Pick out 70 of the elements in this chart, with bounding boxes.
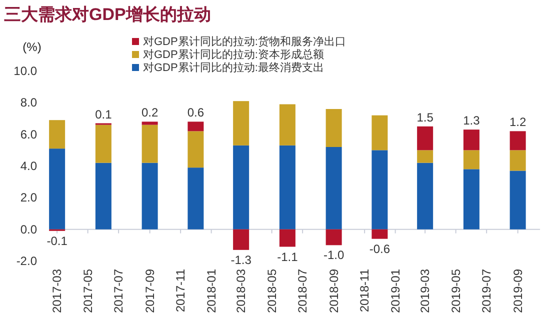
bar [510,170,526,230]
bar [417,150,434,163]
bar [326,229,342,246]
data-label: -1.0 [323,248,344,262]
bar [372,229,388,239]
x-tick-label: 2017-05 [80,268,95,314]
x-tick-label: 2018-07 [296,268,310,314]
data-label: 1.5 [416,110,434,124]
bar [463,130,480,150]
x-tick-label: 2019-07 [480,268,494,314]
y-tick-label: 2.0 [20,190,38,205]
chart-title: 三大需求对GDP增长的拉动 [4,5,211,24]
data-label: -0.6 [369,242,390,256]
y-tick-label: 0.0 [20,222,38,236]
y-axis-title: (%) [22,40,42,54]
bar [279,104,296,146]
y-tick-label: 6.0 [20,127,38,142]
y-tick-label: 10.0 [14,64,38,78]
bar [510,150,526,171]
x-tick-label: 2017-09 [142,268,157,314]
legend-label: 对GDP累计同比的拉动:最终消费支出 [143,61,324,74]
bar [49,148,66,230]
data-label: 1.3 [463,114,480,128]
x-tick-label: 2019-03 [418,268,432,314]
y-tick-label: 8.0 [20,96,38,110]
x-tick-label: 2019-05 [448,268,463,314]
x-tick-label: 2019-09 [510,268,525,314]
x-tick-label: 2018-11 [358,268,372,312]
bar [188,168,204,230]
data-label: 0.2 [141,106,158,120]
bar [142,122,158,125]
bar [463,169,480,230]
bar [326,109,342,147]
legend-label: 对GDP累计同比的拉动:货物和服务净出口 [143,35,346,48]
data-label: 1.2 [509,115,526,130]
data-label: -0.1 [46,234,68,248]
x-tick-label: 2019-01 [388,268,402,314]
x-tick-label: 2018-05 [264,268,279,314]
bar [463,150,480,170]
x-tick-label: 2018-03 [234,268,248,314]
bar [142,162,158,230]
legend-label: 对GDP累计同比的拉动:资本形成总额 [143,48,324,61]
bar [372,115,388,150]
data-label: 0.6 [187,106,204,120]
bar [279,145,296,230]
bar [326,147,342,230]
data-label: -1.1 [277,250,298,264]
bar [510,131,526,150]
x-tick-label: 2017-07 [112,268,126,314]
bar [95,162,112,230]
data-label: 0.1 [95,107,112,122]
x-tick-label: 2018-09 [326,268,341,314]
y-tick-label: 4.0 [20,159,38,173]
x-tick-label: 2018-01 [204,268,218,314]
bar [233,145,250,230]
data-label: -1.3 [230,252,252,267]
y-tick-label: -2.0 [16,254,38,268]
bar [142,124,158,163]
bar [49,120,66,149]
bar [372,150,388,230]
bar [417,162,434,230]
x-tick-label: 2017-03 [50,268,64,314]
bar [188,131,204,168]
bar [279,229,296,247]
bar [188,122,204,132]
bar [233,101,250,146]
bar [417,126,434,150]
bar [233,229,250,250]
x-tick-label: 2017-11 [174,268,188,312]
bar [95,124,112,163]
